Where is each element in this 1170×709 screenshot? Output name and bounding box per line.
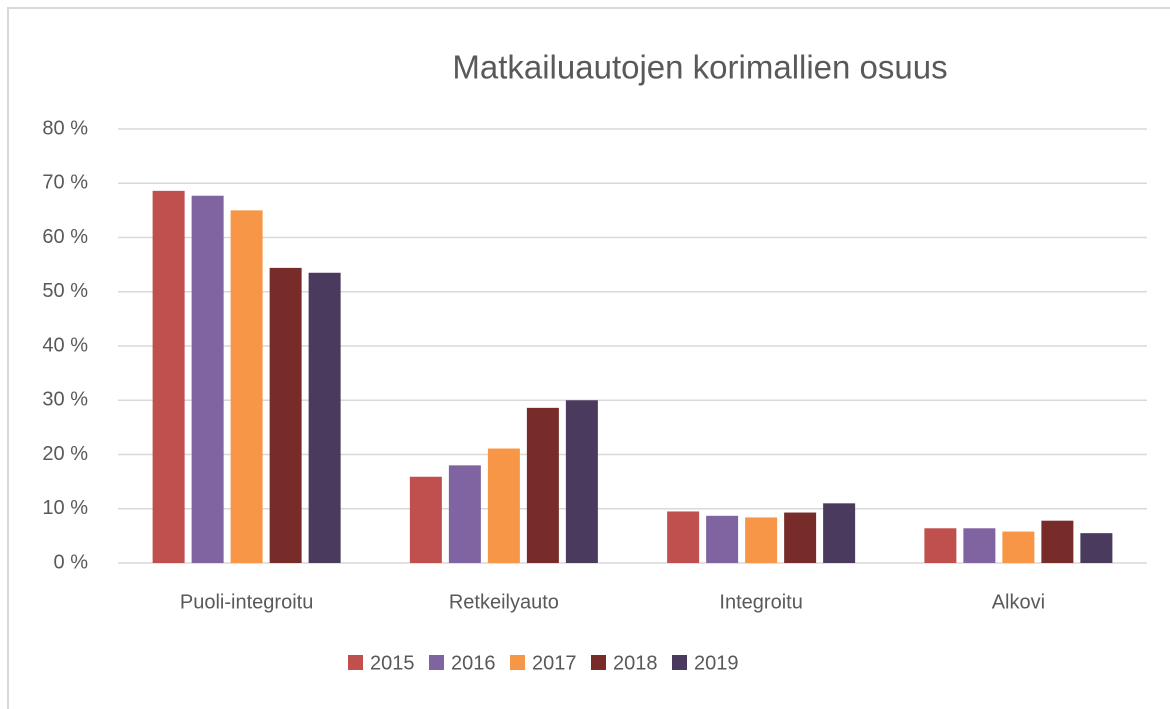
bar <box>823 503 856 563</box>
legend-label: 2015 <box>370 652 415 674</box>
x-tick-label: Integroitu <box>719 591 802 613</box>
bar <box>152 190 185 563</box>
bar <box>706 515 739 563</box>
x-tick-label: Retkeilyauto <box>449 591 559 613</box>
y-tick-label: 0 % <box>54 551 89 573</box>
legend-swatch <box>591 655 606 670</box>
bar <box>269 267 302 563</box>
bar <box>487 448 520 563</box>
bar <box>409 476 442 563</box>
bar <box>308 272 341 563</box>
y-tick-label: 50 % <box>42 280 88 302</box>
legend-swatch <box>429 655 444 670</box>
y-tick-label: 80 % <box>42 117 88 139</box>
bar <box>230 210 263 563</box>
y-tick-label: 40 % <box>42 334 88 356</box>
bar <box>963 528 996 563</box>
bar <box>191 195 224 564</box>
legend-swatch <box>348 655 363 670</box>
x-tick-label: Alkovi <box>992 591 1045 613</box>
x-tick-label: Puoli-integroitu <box>180 591 313 613</box>
bar <box>1041 520 1074 563</box>
legend-swatch <box>672 655 687 670</box>
bar <box>784 512 817 563</box>
bar <box>924 528 957 563</box>
y-tick-label: 20 % <box>42 443 88 465</box>
legend-label: 2018 <box>613 652 658 674</box>
y-tick-label: 60 % <box>42 226 88 248</box>
bar <box>745 517 778 563</box>
bar <box>448 465 481 563</box>
legend-label: 2017 <box>532 652 577 674</box>
bar <box>1002 531 1035 563</box>
legend-label: 2019 <box>694 652 739 674</box>
y-tick-label: 10 % <box>42 497 88 519</box>
bar <box>667 511 700 563</box>
y-tick-label: 70 % <box>42 172 88 194</box>
chart-title: Matkailuautojen korimallien osuus <box>452 49 947 86</box>
legend-label: 2016 <box>451 652 496 674</box>
bar <box>1080 533 1113 563</box>
bar <box>526 407 559 563</box>
legend-swatch <box>510 655 525 670</box>
y-tick-label: 30 % <box>42 389 88 411</box>
bar <box>565 400 598 563</box>
